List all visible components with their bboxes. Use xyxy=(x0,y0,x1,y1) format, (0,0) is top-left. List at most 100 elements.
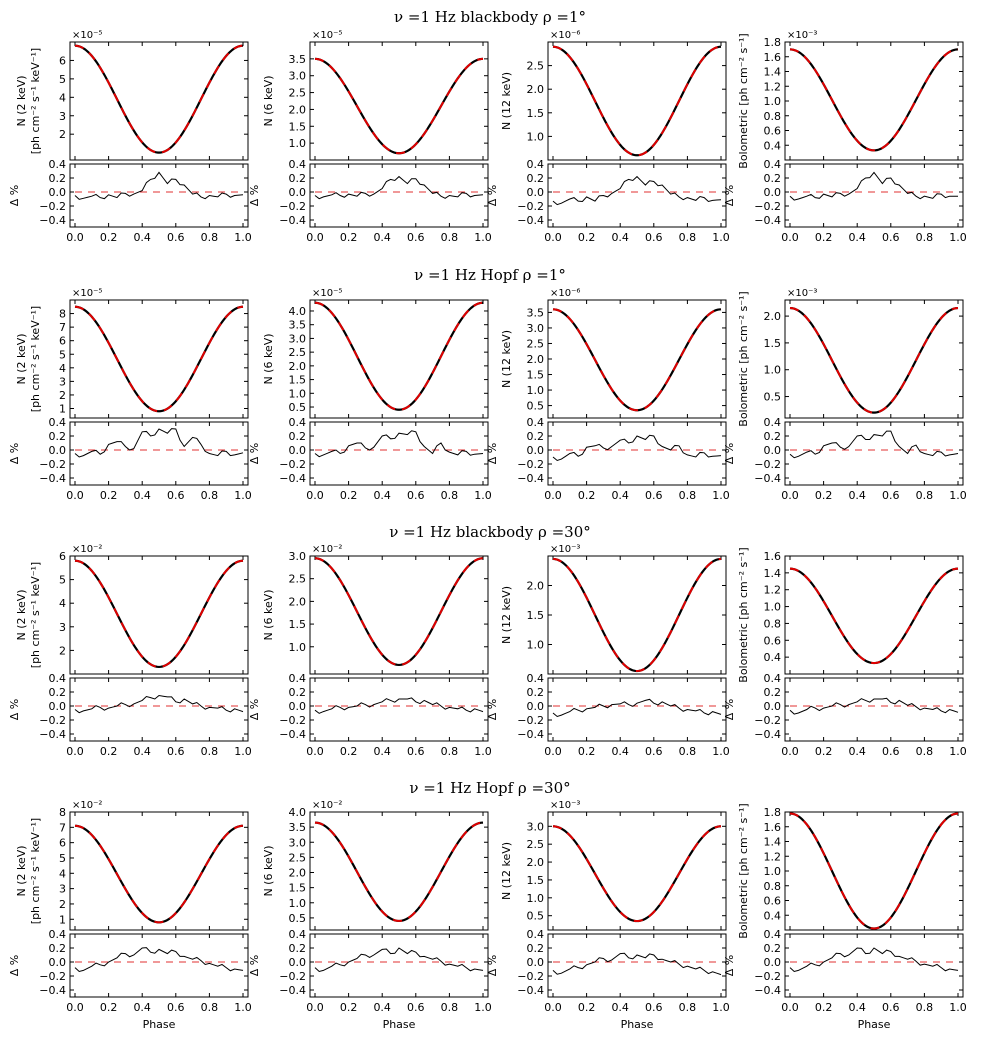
x-tick-label: 0.6 xyxy=(645,489,663,502)
y-tick-label: 2.5 xyxy=(289,573,307,586)
residual-frame xyxy=(309,933,489,998)
reference-curve xyxy=(552,45,722,157)
y-tick-label: 1.5 xyxy=(527,107,545,120)
residual-y-tick-label: 0.4 xyxy=(49,672,67,685)
x-tick-label: 0.6 xyxy=(407,1001,425,1014)
y-tick-label: 3.0 xyxy=(289,836,307,849)
y-tick-label: 2 xyxy=(59,128,66,141)
y-axis-label: N (6 keV) xyxy=(262,75,275,126)
residual-curve xyxy=(789,430,959,459)
residual-y-tick-label: −0.2 xyxy=(754,200,781,213)
y-tick-label: 0.6 xyxy=(764,895,782,908)
residual-y-tick-label: 0.4 xyxy=(49,158,67,171)
chart-group-3: ν =1 Hz blackbody ρ =30° 2 3 4 5 6 ×10⁻² N (2 k… xyxy=(8,523,967,758)
residual-y-tick-label: 0.2 xyxy=(289,686,307,699)
residual-y-tick-label: −0.2 xyxy=(39,200,66,213)
model-curve xyxy=(789,812,959,930)
y-tick-label: 2.0 xyxy=(289,103,307,116)
residual-frame xyxy=(784,163,964,228)
x-tick-label: 1.0 xyxy=(712,1001,730,1014)
y-tick-label: 3 xyxy=(59,883,66,896)
group-title: ν =1 Hz blackbody ρ =1° xyxy=(394,8,586,26)
model-curve xyxy=(74,44,244,154)
residual-y-tick-label: 0.2 xyxy=(289,942,307,955)
y-tick-label: 1.0 xyxy=(289,897,307,910)
residual-curve xyxy=(314,430,484,458)
y-tick-label: 0.8 xyxy=(764,880,782,893)
residual-y-label: Δ % xyxy=(723,185,736,206)
residual-y-tick-label: 0.0 xyxy=(527,956,545,969)
x-axis-label: Phase xyxy=(621,1018,654,1031)
residual-curve xyxy=(74,428,244,458)
x-tick-label: 0.0 xyxy=(306,1001,324,1014)
y-tick-label: 1.4 xyxy=(764,66,782,79)
y-tick-label: 1 xyxy=(59,913,66,926)
residual-y-tick-label: −0.2 xyxy=(517,714,544,727)
residual-frame xyxy=(69,421,249,486)
model-curve xyxy=(552,308,722,412)
residual-frame xyxy=(69,677,249,742)
y-tick-label: 1.8 xyxy=(764,806,782,819)
x-tick-label: 0.8 xyxy=(441,745,459,758)
reference-curve xyxy=(74,305,244,413)
residual-y-tick-label: −0.4 xyxy=(754,728,781,741)
x-tick-label: 0.6 xyxy=(167,489,185,502)
residual-y-tick-label: −0.4 xyxy=(517,728,544,741)
residual-y-label: Δ % xyxy=(486,185,499,206)
y-tick-label: 0.5 xyxy=(764,391,782,404)
model-curve xyxy=(789,48,959,152)
residual-y-tick-label: −0.4 xyxy=(754,984,781,997)
panel-3-1: 2 3 4 5 6 ×10⁻² N (2 keV) [ph cm⁻² s⁻¹ keV⁻¹] −0… xyxy=(8,544,252,758)
residual-y-tick-label: 0.2 xyxy=(764,430,782,443)
group-title: ν =1 Hz blackbody ρ =30° xyxy=(389,523,591,541)
residual-y-tick-label: −0.2 xyxy=(754,714,781,727)
residual-y-label: Δ % xyxy=(8,699,21,720)
residual-y-label: Δ % xyxy=(723,955,736,976)
y-tick-label: 3 xyxy=(59,621,66,634)
residual-y-tick-label: −0.2 xyxy=(279,970,306,983)
panel-1-4: 0.40.60.81.01.21.41.61.8×10⁻³Bolometric … xyxy=(723,30,967,244)
residual-y-label: Δ % xyxy=(8,443,21,464)
group-title: ν =1 Hz Hopf ρ =1° xyxy=(414,266,566,284)
y-axis-label: Bolometric [ph cm⁻² s⁻¹] xyxy=(737,291,750,426)
model-curve xyxy=(314,557,484,667)
x-tick-label: 0.8 xyxy=(679,231,697,244)
y-tick-label: 5 xyxy=(59,852,66,865)
y-tick-label: 3.5 xyxy=(289,821,307,834)
residual-y-tick-label: 0.0 xyxy=(764,186,782,199)
y-tick-label: 4 xyxy=(59,362,66,375)
x-tick-label: 0.8 xyxy=(441,1001,459,1014)
residual-y-label: Δ % xyxy=(486,443,499,464)
x-tick-label: 0.6 xyxy=(645,1001,663,1014)
y-tick-label: 0.5 xyxy=(527,400,545,413)
y-tick-label: 3 xyxy=(59,110,66,123)
panel-1-1: 2 3 4 5 6 ×10⁻⁵ N (2 keV) [ph cm⁻² s⁻¹ keV⁻¹] −0… xyxy=(8,30,252,244)
y-tick-label: 0.6 xyxy=(764,634,782,647)
residual-y-tick-label: −0.2 xyxy=(754,970,781,983)
y-tick-label: 0.8 xyxy=(764,110,782,123)
residual-y-tick-label: −0.2 xyxy=(279,714,306,727)
y-tick-label: 2.5 xyxy=(289,87,307,100)
y-tick-label: 3.5 xyxy=(289,53,307,66)
y-axis-label: N (2 keV) xyxy=(15,845,28,896)
x-tick-label: 0.4 xyxy=(848,231,866,244)
y-axis-label: N (2 keV) xyxy=(15,589,28,640)
residual-curve xyxy=(314,697,484,714)
plot-frame xyxy=(547,811,727,931)
panel-1-2: 1.0 1.5 2.0 2.5 3.0 3.5 ×10⁻⁵ N (6 keV) −0.4−0.2… xyxy=(248,30,492,244)
plot-frame xyxy=(69,299,249,419)
x-tick-label: 0.2 xyxy=(578,489,596,502)
y-tick-label: 0.4 xyxy=(764,651,782,664)
residual-frame xyxy=(69,933,249,998)
x-tick-label: 1.0 xyxy=(234,745,252,758)
x-tick-label: 0.4 xyxy=(373,745,391,758)
x-tick-label: 0.4 xyxy=(611,231,629,244)
y-tick-label: 2.0 xyxy=(527,353,545,366)
residual-frame xyxy=(547,421,727,486)
residual-y-tick-label: −0.2 xyxy=(279,200,306,213)
reference-curve xyxy=(789,48,959,152)
y-tick-label: 3.5 xyxy=(527,306,545,319)
y-tick-label: 1.6 xyxy=(764,51,782,64)
x-tick-label: 0.8 xyxy=(916,1001,934,1014)
